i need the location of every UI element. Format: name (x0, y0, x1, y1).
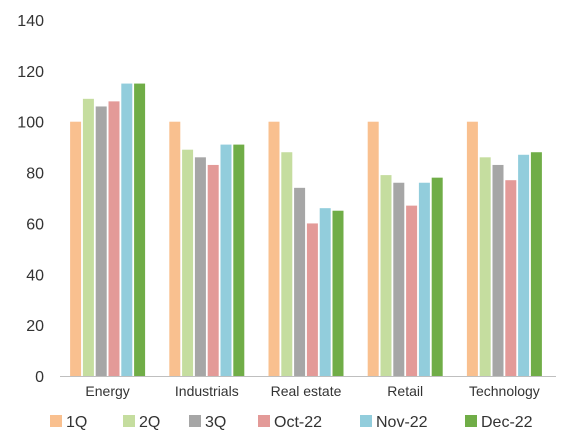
y-tick-label: 40 (26, 267, 44, 284)
legend-swatch (189, 415, 201, 427)
bar (182, 149, 194, 376)
bar (82, 98, 94, 376)
x-category-label: Retail (387, 383, 423, 399)
bar (319, 208, 331, 376)
bar (134, 83, 146, 376)
bar (169, 121, 181, 377)
bar (431, 177, 443, 376)
bar (492, 164, 504, 376)
bar (306, 223, 318, 376)
bar (418, 182, 430, 376)
legend: 1Q 2Q 3Q Oct-22 Nov-22 Dec-22 (50, 414, 533, 431)
bar (518, 154, 530, 376)
bar (406, 205, 418, 376)
y-tick-label: 100 (17, 115, 44, 132)
bar (194, 157, 206, 376)
bar (479, 157, 491, 376)
bar (220, 144, 232, 376)
legend-swatch (465, 415, 477, 427)
legend-label: 2Q (139, 414, 160, 431)
bar (95, 106, 107, 377)
bar (466, 121, 478, 377)
y-axis-ticks: 0 20 40 60 80 100 120 140 (17, 13, 44, 386)
y-tick-label: 120 (17, 64, 44, 81)
legend-label: Dec-22 (481, 414, 533, 431)
bar (367, 121, 379, 377)
legend-swatch (258, 415, 270, 427)
legend-label: Oct-22 (274, 414, 322, 431)
bar (108, 101, 120, 377)
bar (380, 175, 392, 376)
legend-swatch (360, 415, 372, 427)
legend-label: 3Q (205, 414, 226, 431)
bar (233, 144, 245, 376)
x-category-label: Industrials (175, 383, 239, 399)
y-tick-label: 20 (26, 318, 44, 335)
y-tick-label: 140 (17, 13, 44, 30)
x-category-label: Technology (469, 383, 540, 399)
y-tick-label: 80 (26, 166, 44, 183)
x-axis-category-labels: Energy Industrials Real estate Retail Techno… (85, 383, 539, 399)
bars-group (70, 83, 542, 377)
legend-swatch (123, 415, 135, 427)
bar (121, 83, 133, 376)
bar (530, 152, 542, 376)
bar (505, 180, 517, 376)
bar (294, 187, 306, 376)
y-tick-label: 0 (35, 369, 44, 386)
legend-label: 1Q (66, 414, 87, 431)
bar (268, 121, 280, 377)
bar (332, 210, 344, 376)
bar (70, 121, 82, 377)
legend-label: Nov-22 (376, 414, 428, 431)
x-category-label: Real estate (271, 383, 342, 399)
x-category-label: Energy (85, 383, 129, 399)
bar (207, 164, 219, 376)
bar (393, 182, 405, 376)
y-tick-label: 60 (26, 216, 44, 233)
bar (281, 152, 293, 376)
legend-swatch (50, 415, 62, 427)
